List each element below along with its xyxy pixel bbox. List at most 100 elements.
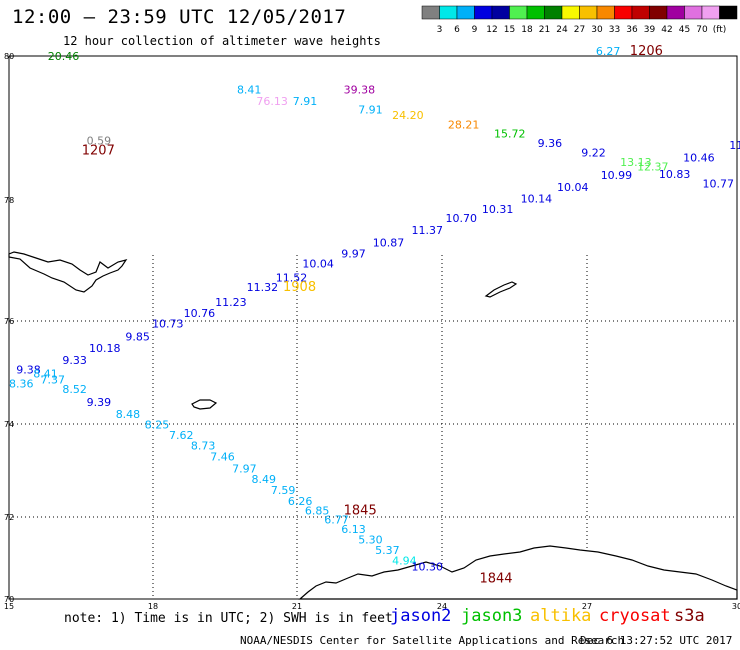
legend-tick-label: 39	[644, 25, 656, 35]
pass-time-label: 1844	[479, 571, 512, 586]
legend-swatch	[719, 5, 738, 20]
swh-label: 6.85	[305, 505, 330, 518]
page-title: 12:00 – 23:59 UTC 12/05/2017	[12, 6, 347, 28]
swh-label: 13.13	[620, 156, 652, 169]
legend-swatch	[579, 5, 598, 20]
swh-label: 9.33	[62, 354, 87, 367]
swh-label: 10.77	[703, 178, 735, 191]
swh-label: 10.46	[683, 151, 715, 164]
swh-label: 7.91	[358, 103, 383, 116]
legend-tick-label: 24	[556, 25, 568, 35]
legend-swatch	[596, 5, 615, 20]
legend-swatch	[491, 5, 510, 20]
coastline	[8, 251, 738, 600]
legend-swatch	[649, 5, 668, 20]
swh-label: 10.04	[557, 181, 589, 194]
swh-label: 76.13	[256, 95, 288, 108]
legend-tick-label: 30	[591, 25, 603, 35]
generation-timestamp: Dec 6 13:27:52 UTC 2017	[580, 634, 733, 647]
bear-island-coast	[191, 399, 218, 410]
satellite-name: jason2	[390, 606, 452, 626]
swh-label: 12.37	[637, 161, 669, 174]
satellite-name: altika	[530, 606, 592, 626]
legend-tick-label: 6	[454, 25, 460, 35]
legend-swatch	[456, 5, 475, 20]
swh-label: 4.94	[392, 555, 417, 568]
longitude-label: 30	[732, 602, 740, 611]
legend-swatch	[701, 5, 720, 20]
swh-label: 10.87	[373, 236, 405, 249]
pass-time-label: 1206	[630, 44, 663, 59]
svalbard-coast	[8, 251, 128, 293]
swh-label: 11.52	[276, 272, 308, 285]
swh-label: 5.37	[375, 544, 400, 557]
swh-label: 8.73	[191, 439, 216, 452]
pass-times: 1206 1207 1908 1845 1844	[82, 44, 663, 586]
kong-karls-land-coast	[484, 281, 518, 298]
swh-label: 11.23	[215, 296, 247, 309]
swh-color-legend: 3 6 9 12 15 18 21 24 27 30 33 36 39 42 45 70 (ft)	[421, 5, 738, 35]
latitude-label: 74	[4, 420, 14, 429]
legend-tick-label: 42	[661, 25, 672, 35]
swh-label: 9.38	[16, 363, 41, 376]
legend-tick-label: 12	[486, 25, 497, 35]
swh-label: 24.20	[392, 109, 424, 122]
legend-swatch	[666, 5, 685, 20]
legend-tick-label: 21	[539, 25, 550, 35]
swh-label: 10.04	[302, 258, 334, 271]
swh-label: 9.97	[341, 248, 366, 261]
swh-label: 8.52	[62, 383, 87, 396]
swh-label: 10.30	[412, 561, 444, 574]
swh-label: 9.22	[581, 147, 606, 160]
swh-label: 10.76	[184, 307, 216, 320]
longitude-label: 18	[148, 602, 158, 611]
swh-label: 10.83	[659, 168, 691, 181]
satellite-name: jason3	[461, 606, 523, 626]
pass-time-label: 1908	[283, 280, 316, 295]
swh-label: 6.77	[324, 514, 349, 527]
latitude-label: 80	[4, 52, 14, 61]
latitude-label: 76	[4, 317, 14, 326]
legend-swatch	[684, 5, 703, 20]
legend-tick-label: 15	[504, 25, 515, 35]
swh-label: 11	[729, 139, 740, 152]
units-note: note: 1) Time is in UTC; 2) SWH is in fe…	[64, 611, 393, 626]
satellite-name: cryosat	[599, 606, 671, 626]
swh-label: 6.27	[596, 45, 621, 58]
swh-label: 20.46	[48, 50, 80, 63]
legend-tick-label: 9	[472, 25, 478, 35]
legend-tick-label: 33	[609, 25, 620, 35]
swh-label: 8.49	[252, 473, 277, 486]
swh-label: 7.97	[232, 462, 257, 475]
longitude-label: 15	[4, 602, 14, 611]
swh-label: 6.26	[288, 495, 313, 508]
swh-label: 10.18	[89, 342, 121, 355]
credit-line: NOAA/NESDIS Center for Satellite Applica…	[240, 634, 625, 647]
swh-label: 8.41	[33, 367, 58, 380]
legend-tick-label: 3	[437, 25, 443, 35]
swh-label: 10.99	[601, 169, 633, 182]
swh-label: 7.37	[41, 374, 66, 387]
swh-label: 8.25	[145, 419, 170, 432]
legend-swatch	[561, 5, 580, 20]
page-subtitle: 12 hour collection of altimeter wave hei…	[63, 34, 381, 48]
latitude-label: 70	[4, 595, 14, 604]
pass-time-label: 1207	[82, 144, 115, 159]
legend-tick-label: 36	[626, 25, 638, 35]
swh-label: 8.48	[116, 408, 141, 421]
graticule-grid	[9, 255, 737, 599]
swh-label: 8.36	[9, 377, 34, 390]
swh-label: 39.38	[344, 84, 376, 97]
legend-tick-label: 27	[574, 25, 585, 35]
swh-label: 7.46	[210, 451, 235, 464]
satellite-name: s3a	[674, 606, 705, 626]
norway-coast	[298, 545, 738, 600]
legend-swatch	[439, 5, 458, 20]
swh-label: 28.21	[448, 118, 480, 131]
legend-tick-label: 70	[696, 25, 708, 35]
longitude-label: 21	[292, 602, 302, 611]
legend-swatch	[421, 5, 440, 20]
